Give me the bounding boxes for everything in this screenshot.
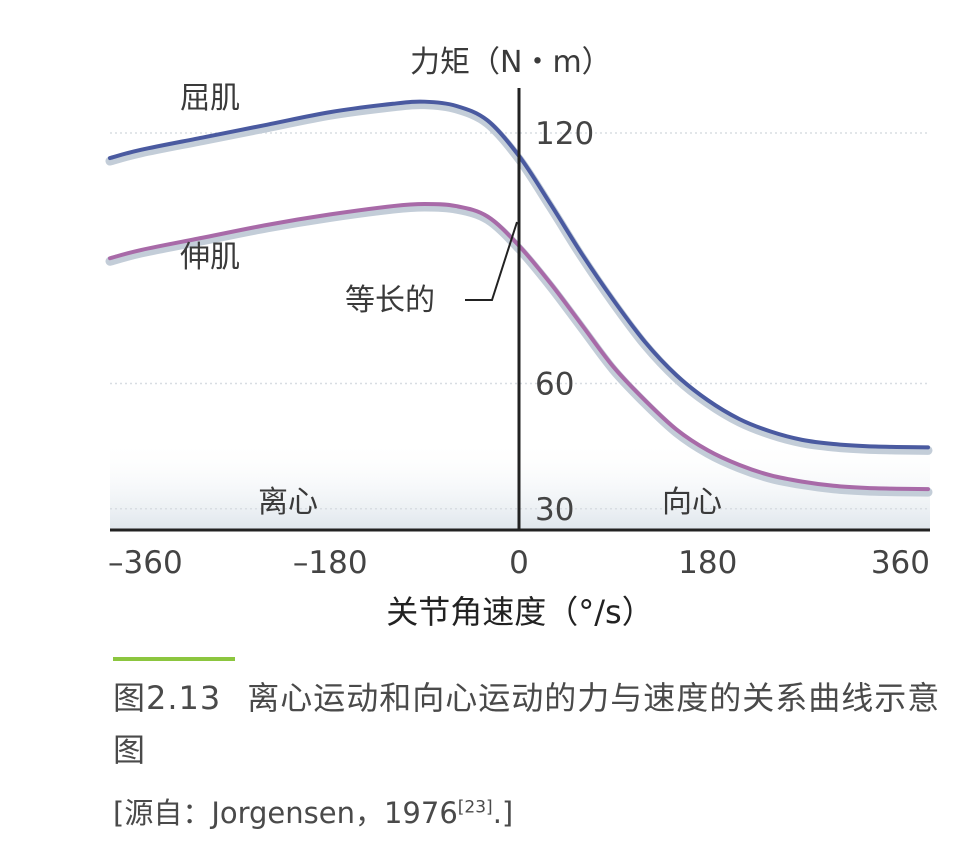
x-tick-label-0: –360 [108,545,183,581]
x-tick-label-2: 0 [509,545,529,581]
series-line-0 [108,99,930,450]
caption-accent-rule [113,657,235,661]
eccentric-label: 离心 [258,485,318,520]
figure-caption: 图2.13 离心运动和向心运动的力与速度的关系曲线示意图 [113,672,953,776]
y-axis-label: 力矩（N・m） [410,45,612,80]
source-ref: [23] [457,797,493,818]
isometric-leader-line [465,221,518,301]
source-text: [源自：Jorgensen，1976 [113,796,458,830]
x-axis-label: 关节角速度（°/s） [386,593,653,631]
y-tick-label-2: 30 [535,492,574,528]
x-tick-labels: –360 –180 0 180 360 [108,545,930,581]
figure-source: [源自：Jorgensen，1976[23].] [113,790,513,832]
concentric-label: 向心 [662,485,722,520]
figure-number: 图2.13 [113,679,222,717]
series-layer [105,99,933,497]
series-line-1 [108,201,930,492]
x-tick-label-4: 360 [871,545,930,581]
series-label-flexor: 屈肌 [180,81,240,116]
x-tick-label-3: 180 [678,545,737,581]
x-tick-label-1: –180 [293,545,368,581]
y-tick-label-0: 120 [535,116,594,152]
y-tick-label-1: 60 [535,367,574,403]
figure-title: 离心运动和向心运动的力与速度的关系曲线示意图 [113,679,941,769]
source-end: .] [492,796,514,830]
series-label-extensor: 伸肌 [180,240,240,275]
y-tick-labels: 120 60 30 [535,116,594,528]
isometric-label: 等长的 [345,283,435,318]
torque-velocity-chart: 力矩（N・m） 120 60 30 –360 –180 0 180 360 屈肌 伸肌 等长… [105,45,933,631]
